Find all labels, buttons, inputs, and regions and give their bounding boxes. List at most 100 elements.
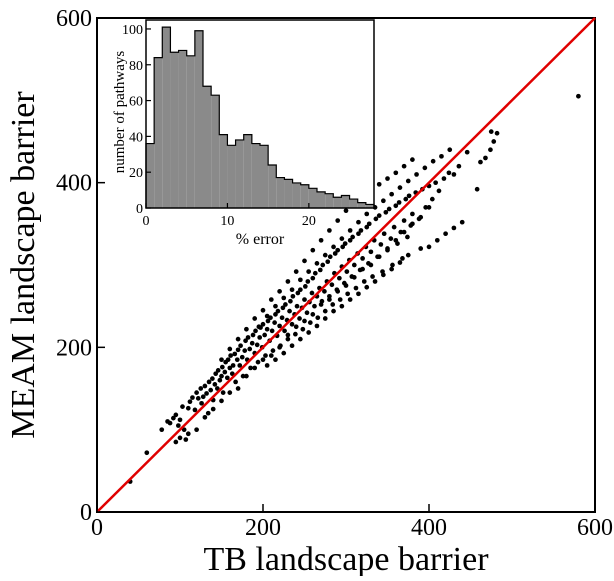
scatter-point xyxy=(302,258,307,264)
scatter-point xyxy=(322,316,328,321)
scatter-point xyxy=(248,365,253,371)
scatter-point xyxy=(273,357,278,363)
scatter-point xyxy=(381,198,386,204)
histogram-bar xyxy=(178,50,187,208)
scatter-point xyxy=(488,129,494,134)
scatter-point xyxy=(192,407,198,413)
histogram-outline xyxy=(145,26,375,208)
scatter-point xyxy=(347,297,353,302)
scatter-point xyxy=(199,400,204,406)
scatter-point xyxy=(576,93,581,99)
scatter-point xyxy=(293,269,299,274)
scatter-point xyxy=(227,390,233,395)
scatter-point xyxy=(347,237,353,243)
y-tick-label: 0 xyxy=(80,500,92,526)
scatter-point xyxy=(227,365,233,371)
scatter-point xyxy=(398,229,404,235)
scatter-point xyxy=(190,395,195,400)
scatter-point xyxy=(279,315,285,321)
inset-y-axis-title: number of pathways xyxy=(112,51,128,174)
scatter-point xyxy=(331,244,336,250)
scatter-point xyxy=(243,338,248,344)
scatter-point xyxy=(244,326,249,332)
scatter-point xyxy=(443,231,448,237)
histogram-bar xyxy=(276,177,285,208)
scatter-point xyxy=(273,303,278,309)
scatter-point xyxy=(429,196,435,202)
scatter-point xyxy=(229,371,235,377)
scatter-point xyxy=(405,252,411,258)
scatter-point xyxy=(273,312,278,317)
y-axis-title: MEAM landscape barrier xyxy=(5,91,42,439)
scatter-point xyxy=(396,200,402,205)
scatter-point xyxy=(310,312,316,317)
scatter-point xyxy=(339,303,345,309)
inset-y-tick-label: 60 xyxy=(129,95,143,110)
histogram-bar xyxy=(357,202,366,208)
scatter-point xyxy=(456,163,462,169)
inset-y-tick-label: 100 xyxy=(122,23,143,38)
scatter-point xyxy=(302,284,308,289)
scatter-point xyxy=(474,186,480,192)
scatter-point xyxy=(252,316,258,321)
histogram-bar xyxy=(170,52,179,209)
scatter-point xyxy=(368,262,374,268)
scatter-point xyxy=(282,328,287,334)
scatter-point xyxy=(302,297,307,302)
scatter-point xyxy=(331,308,336,314)
scatter-point xyxy=(335,289,341,294)
scatter-point xyxy=(213,371,219,377)
scatter-point xyxy=(173,439,179,445)
scatter-point xyxy=(262,332,268,338)
inset-y-ticks: 0 20 40 60 80 100 xyxy=(122,23,151,217)
scatter-point xyxy=(217,377,223,383)
scatter-point xyxy=(240,373,246,379)
scatter-point xyxy=(180,404,185,409)
scatter-point xyxy=(314,261,320,266)
scatter-point xyxy=(210,376,215,381)
scatter-point xyxy=(253,328,258,334)
scatter-point xyxy=(187,399,193,405)
scatter-point xyxy=(350,234,355,240)
scatter-point xyxy=(464,149,470,155)
scatter-point xyxy=(343,208,349,214)
scatter-point xyxy=(175,423,181,428)
scatter-point xyxy=(215,368,221,373)
scatter-point xyxy=(235,336,241,342)
scatter-point xyxy=(393,203,399,209)
scatter-point xyxy=(247,346,253,352)
main-x-ticks: 0 200 400 600 xyxy=(91,504,613,541)
scatter-point xyxy=(268,297,274,302)
scatter-point xyxy=(298,277,303,283)
scatter-point xyxy=(434,237,440,243)
scatter-point xyxy=(322,252,328,258)
scatter-point xyxy=(483,155,488,161)
scatter-point xyxy=(234,357,240,363)
scatter-point xyxy=(194,390,199,395)
scatter-point xyxy=(376,254,382,260)
scatter-point xyxy=(206,379,212,385)
x-tick-label: 200 xyxy=(245,515,281,541)
scatter-point xyxy=(315,315,321,321)
scatter-point xyxy=(351,262,357,268)
scatter-point xyxy=(353,285,359,291)
scatter-point xyxy=(277,344,282,350)
scatter-point xyxy=(277,289,282,294)
inset-x-ticks: 0 10 20 xyxy=(143,203,316,229)
scatter-point xyxy=(393,237,399,243)
scatter-point xyxy=(254,342,260,348)
scatter-point xyxy=(332,251,338,256)
scatter-point xyxy=(177,435,183,441)
scatter-point xyxy=(433,180,438,186)
scatter-point xyxy=(252,365,258,371)
scatter-point xyxy=(322,308,328,314)
scatter-point xyxy=(385,176,390,181)
scatter-point xyxy=(426,205,432,210)
inset-x-tick-label: 0 xyxy=(143,214,150,229)
scatter-point xyxy=(225,357,231,363)
scatter-point xyxy=(430,158,436,164)
main-scatter-points xyxy=(127,93,581,484)
scatter-point xyxy=(337,275,342,281)
scatter-point xyxy=(397,260,403,265)
scatter-point xyxy=(297,316,302,321)
